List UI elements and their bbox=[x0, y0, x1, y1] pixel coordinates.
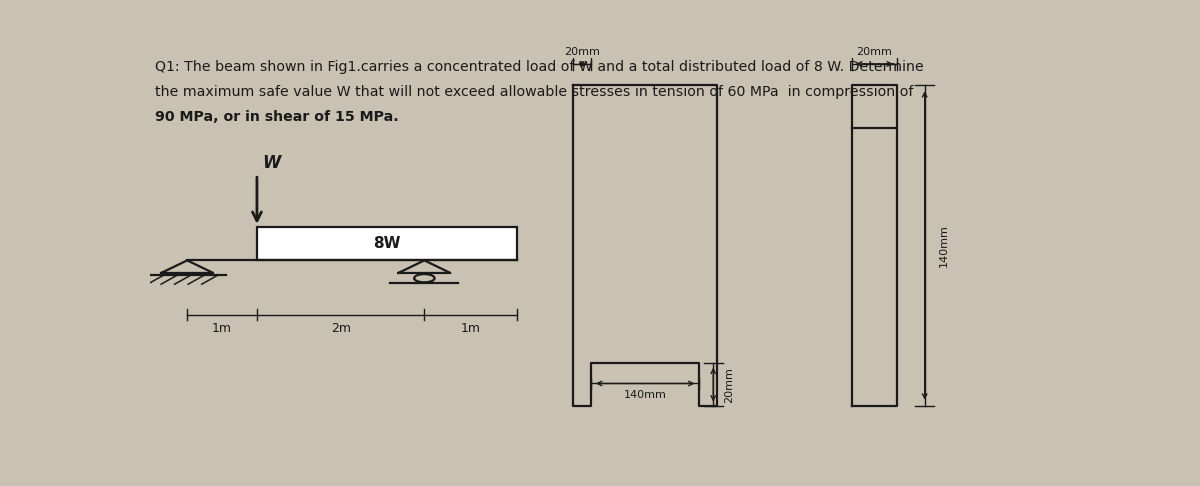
Text: the maximum safe value W that will not exceed allowable stresses in tension of 6: the maximum safe value W that will not e… bbox=[155, 85, 913, 99]
Text: 2m: 2m bbox=[331, 322, 350, 335]
Text: 140mm: 140mm bbox=[624, 390, 667, 400]
Bar bbox=[257, 226, 517, 260]
Text: 90 MPa, or in shear of 15 MPa.: 90 MPa, or in shear of 15 MPa. bbox=[155, 110, 398, 124]
Text: W: W bbox=[263, 155, 281, 173]
Text: 20mm: 20mm bbox=[725, 366, 734, 402]
Text: Q1: The beam shown in Fig1.carries a concentrated load of W and a total distribu: Q1: The beam shown in Fig1.carries a con… bbox=[155, 60, 924, 74]
Text: 1m: 1m bbox=[212, 322, 232, 335]
Text: 140mm: 140mm bbox=[938, 224, 949, 267]
Text: 1m: 1m bbox=[461, 322, 481, 335]
Text: 20mm: 20mm bbox=[564, 47, 600, 57]
Text: 8W: 8W bbox=[373, 236, 401, 251]
Text: 20mm: 20mm bbox=[857, 47, 893, 57]
